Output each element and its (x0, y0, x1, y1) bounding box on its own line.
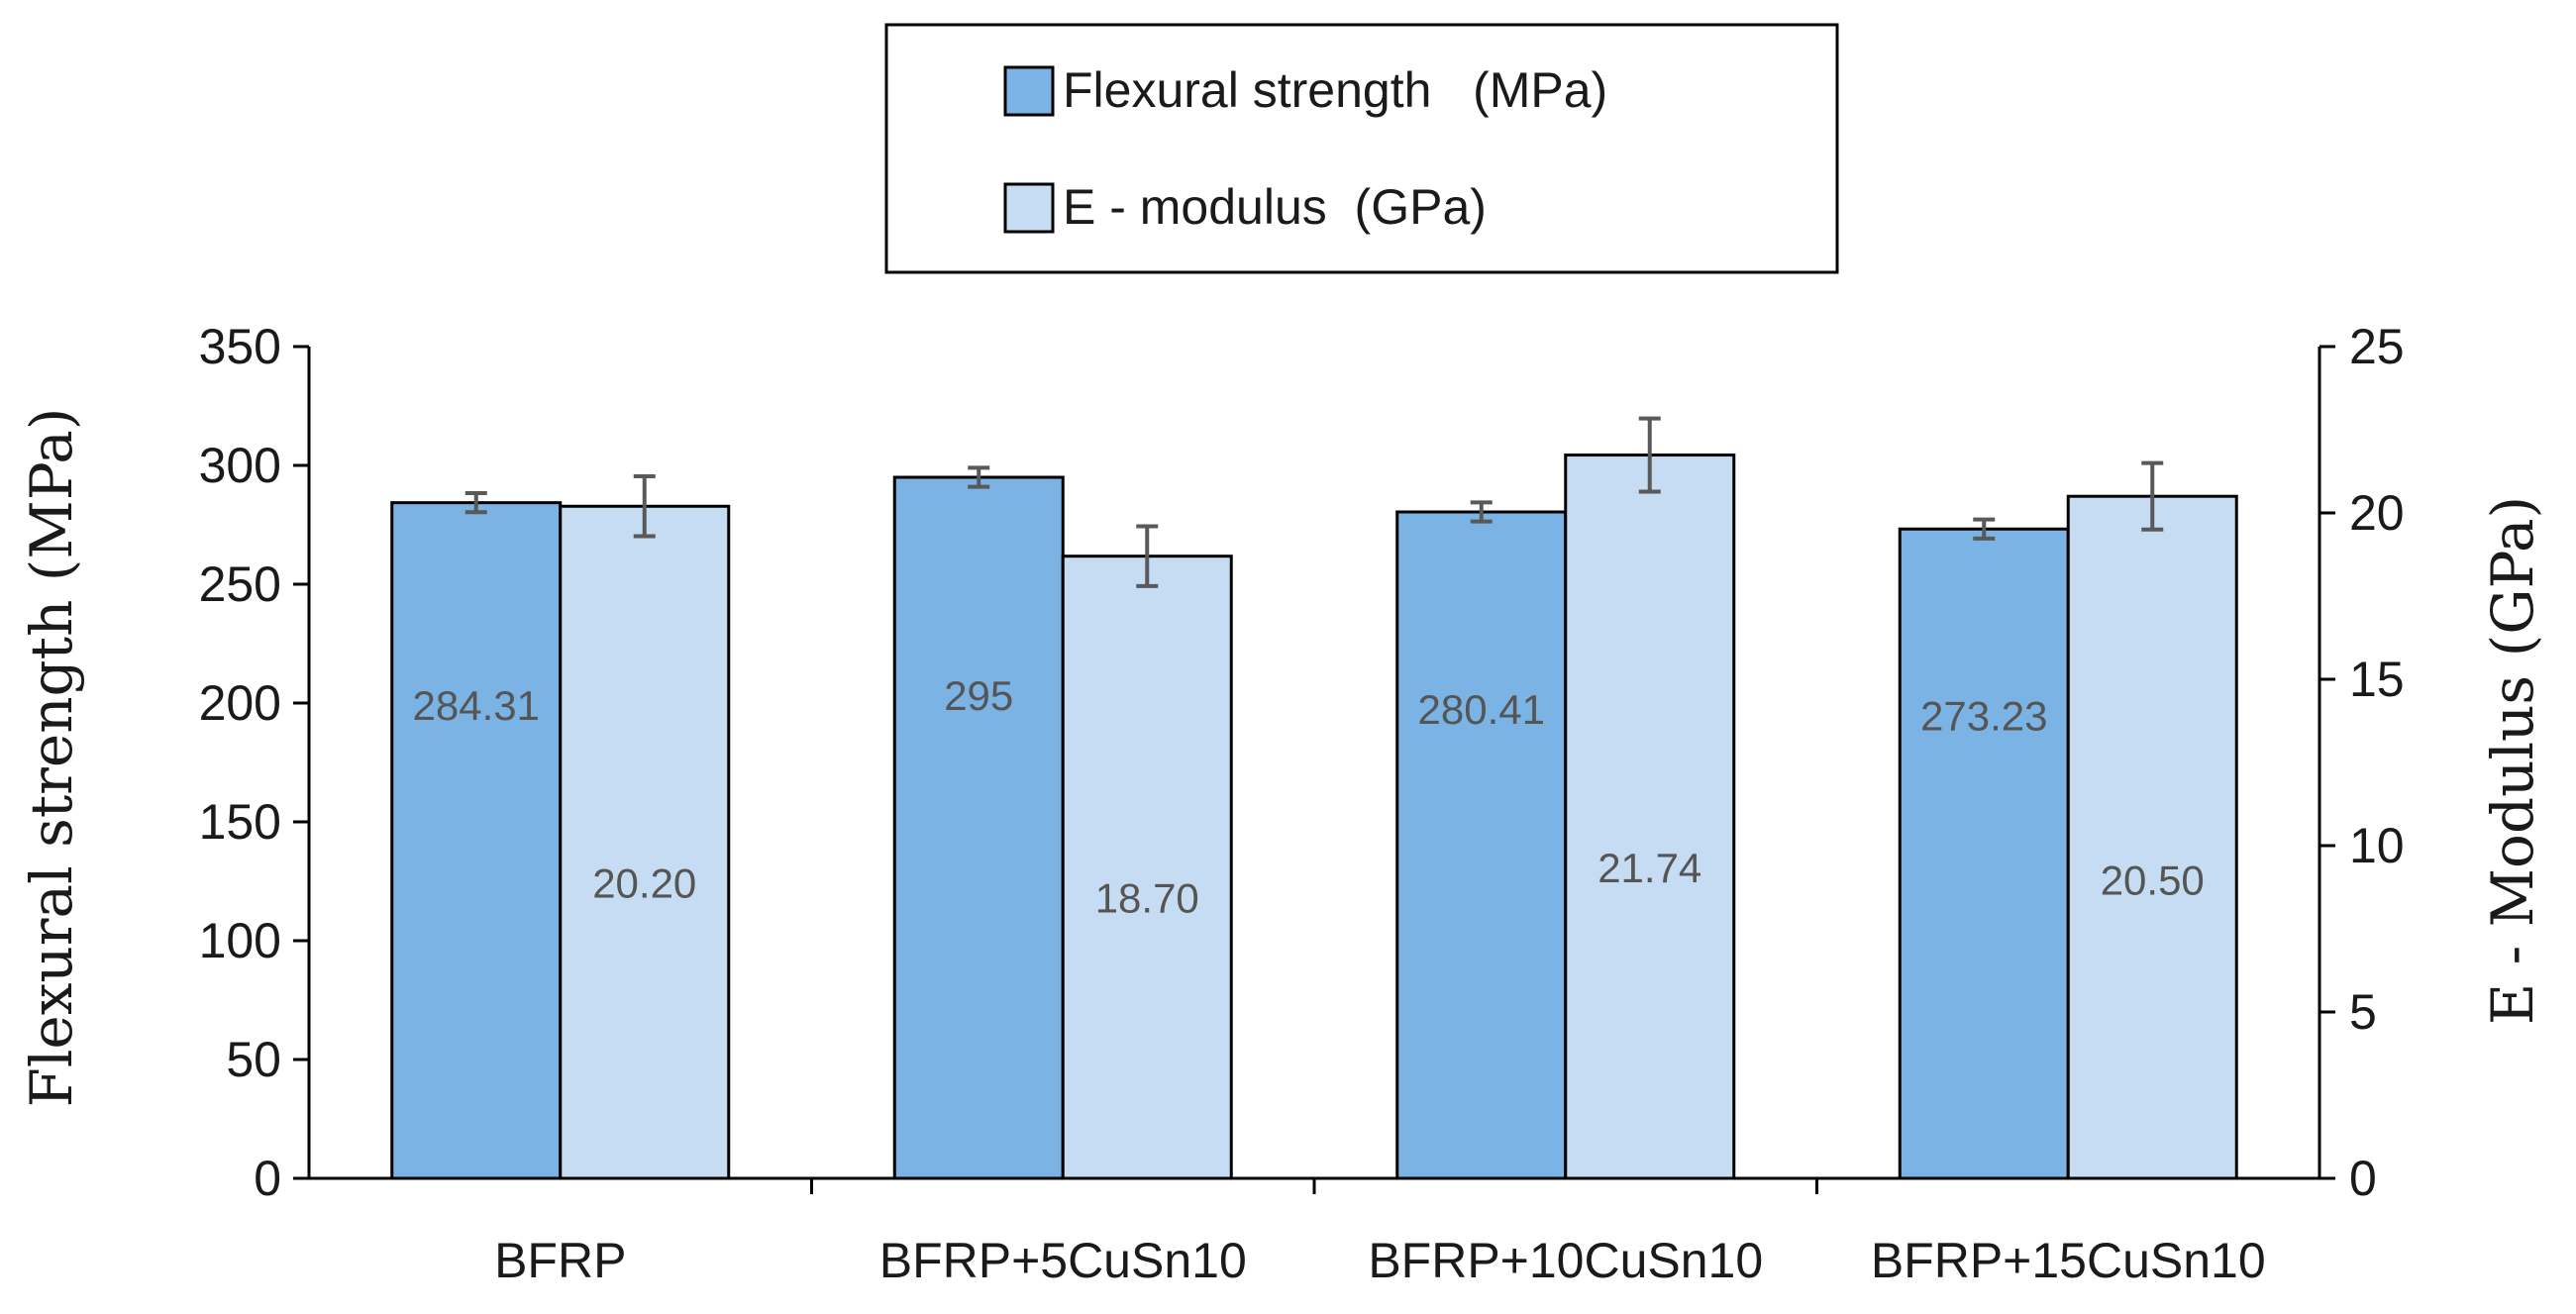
legend-swatch-flexural (1003, 65, 1055, 117)
y-right-tick-label: 20 (2349, 485, 2405, 541)
data-label-flexural-strength: 273.23 (1920, 693, 2047, 740)
y-left-tick-label: 250 (199, 556, 281, 612)
category-label: BFRP (494, 1233, 626, 1288)
data-label-e-modulus: 20.50 (2101, 857, 2205, 903)
category-label: BFRP+5CuSn10 (879, 1233, 1247, 1288)
y-left-tick-label: 350 (199, 319, 281, 374)
y-left-tick-label: 100 (199, 913, 281, 968)
y-right-tick-label: 25 (2349, 319, 2405, 374)
bars (390, 454, 2238, 1180)
data-label-e-modulus: 21.74 (1597, 845, 1701, 891)
bar-e-modulus (1061, 555, 1233, 1180)
legend-label-flexural: Flexural strength (MPa) (1063, 62, 1607, 118)
bar-flexural-strength (1395, 510, 1568, 1180)
error-bars (464, 416, 2164, 588)
y-right-tick-label: 5 (2349, 984, 2377, 1040)
bar-flexural-strength (1898, 527, 2070, 1180)
data-label-flexural-strength: 284.31 (413, 682, 540, 729)
bar-flexural-strength (892, 475, 1065, 1180)
y-left-axis-title: Flexural strength (MPa) (18, 408, 85, 1108)
legend: Flexural strength (MPa) E - modulus (GPa… (884, 23, 1839, 274)
y-right-tick-label: 10 (2349, 818, 2405, 873)
bar-flexural-strength (390, 501, 563, 1180)
y-right-axis-title: E - Modulus (GPa) (2479, 496, 2546, 1025)
category-labels: BFRP BFRP+5CuSn10 BFRP+10CuSn10 BFRP+15CuSn… (494, 1233, 2266, 1288)
bar-e-modulus (2066, 494, 2238, 1180)
bar-e-modulus (1564, 454, 1736, 1180)
data-label-e-modulus: 20.20 (592, 859, 696, 906)
data-label-flexural-strength: 280.41 (1418, 686, 1545, 733)
legend-label-modulus: E - modulus (GPa) (1063, 179, 1487, 235)
category-label: BFRP+15CuSn10 (1871, 1233, 2266, 1288)
y-left-tick-label: 150 (199, 794, 281, 850)
data-label-flexural-strength: 295 (944, 672, 1013, 719)
y-right-tick-label: 15 (2349, 652, 2405, 707)
y-left-tick-label: 300 (199, 438, 281, 493)
category-label: BFRP+10CuSn10 (1368, 1233, 1763, 1288)
bar-e-modulus (559, 504, 731, 1180)
data-label-e-modulus: 18.70 (1095, 875, 1199, 922)
axes: 0 50 100 150 200 250 300 350 0 5 10 15 20 25 (199, 319, 2405, 1206)
y-right-tick-label: 0 (2349, 1151, 2377, 1206)
data-labels: 284.31 20.20 295 18.70 280.41 21.74 273.23 20.5… (413, 672, 2205, 922)
y-left-tick-label: 0 (254, 1151, 281, 1206)
y-left-tick-label: 200 (199, 675, 281, 731)
y-left-tick-label: 50 (226, 1032, 281, 1087)
legend-swatch-modulus (1003, 182, 1055, 234)
